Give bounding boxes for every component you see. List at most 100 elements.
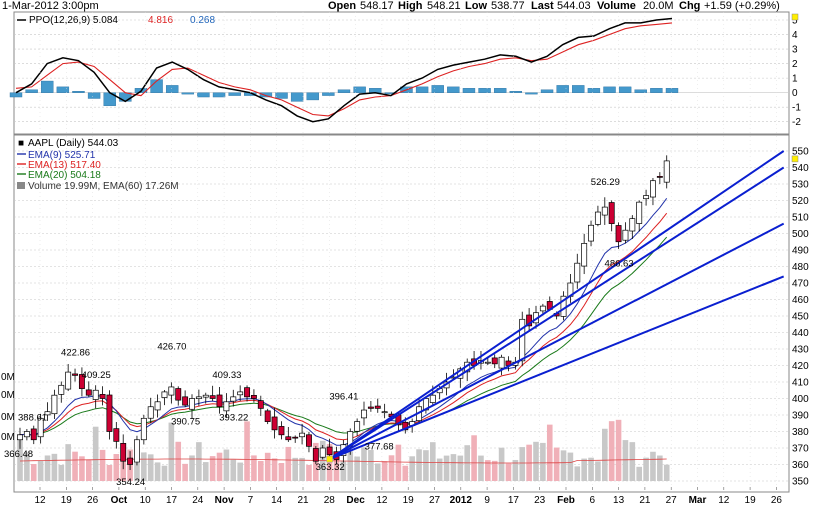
candle-body xyxy=(615,225,622,243)
ppo-y-tick: 1 xyxy=(792,74,798,85)
x-tick-label: 14 xyxy=(271,495,283,506)
x-tick-label: 17 xyxy=(166,495,178,506)
price-annotation: 422.86 xyxy=(61,348,90,359)
price-annotation: 388.61 xyxy=(18,412,47,423)
volume-bar xyxy=(381,461,388,481)
candle-body xyxy=(429,394,436,403)
volume-bar xyxy=(629,442,636,481)
candle-body xyxy=(608,202,615,224)
volume-bar xyxy=(478,455,484,481)
price-y-tick: 470 xyxy=(792,279,809,290)
volume-bar xyxy=(30,463,37,481)
candle-body xyxy=(285,436,292,441)
volume-bar xyxy=(553,447,560,481)
x-tick-label: 7 xyxy=(248,495,254,506)
volume-bar xyxy=(79,456,85,481)
ppo-histogram-bar xyxy=(259,92,273,98)
candle-body xyxy=(306,434,312,447)
volume-bar xyxy=(663,464,670,481)
volume-bar xyxy=(388,455,395,481)
candle-body xyxy=(113,428,120,442)
trend-fan-line xyxy=(329,166,785,460)
candle-body xyxy=(99,394,106,399)
volume-bar xyxy=(512,459,519,481)
x-tick-label: 27 xyxy=(429,495,441,506)
price-y-tick: 400 xyxy=(792,394,809,405)
ppo-histogram-bar xyxy=(290,92,304,102)
price-y-tick: 370 xyxy=(792,444,809,455)
volume-bar xyxy=(223,449,230,481)
volume-bar xyxy=(491,460,498,481)
candle-body xyxy=(539,305,546,312)
price-annotation: 363.32 xyxy=(316,462,345,473)
candle-body xyxy=(216,394,223,408)
x-tick-label: 23 xyxy=(534,495,546,506)
x-tick-label: 24 xyxy=(192,495,204,506)
price-annotation: 366.48 xyxy=(4,449,33,460)
volume-bar xyxy=(395,444,402,481)
volume-bar xyxy=(182,463,188,481)
candle-body xyxy=(601,206,608,216)
candle-body xyxy=(257,400,264,409)
volume-bar xyxy=(154,462,161,481)
open-label: Open xyxy=(328,0,356,12)
candle-body xyxy=(402,421,409,431)
candle-body xyxy=(58,384,65,395)
price-y-tick: 460 xyxy=(792,295,809,306)
quote-header: 1-Mar-2012 3:00pm Open 548.17 High 548.2… xyxy=(2,0,780,12)
x-tick-label: 17 xyxy=(508,495,520,506)
x-tick-label: 19 xyxy=(61,495,73,506)
volume-y-tick: 0M xyxy=(1,390,15,401)
volume-bar xyxy=(72,451,78,481)
ppo-y-tick: 2 xyxy=(792,59,798,70)
candle-body xyxy=(175,388,182,401)
volume-bar xyxy=(106,465,113,481)
trend-fan-line xyxy=(329,275,785,460)
volume-bar xyxy=(650,451,656,481)
price-annotation: 526.29 xyxy=(591,177,620,188)
x-tick-label: 12 xyxy=(376,495,388,506)
x-tick-label: Oct xyxy=(111,495,128,506)
volume-bar xyxy=(567,452,574,481)
volume-bar xyxy=(361,447,367,481)
price-y-axis: 350 360 370 380 390 400 410 420 430 440 450 460 470 4… xyxy=(792,147,809,488)
ppo-histogram-bar xyxy=(197,92,210,98)
x-tick-label: 21 xyxy=(639,495,651,506)
candle-body xyxy=(85,389,92,396)
price-legend-ema: EMA(13) 517.40 xyxy=(28,160,101,171)
candle-body xyxy=(92,389,99,400)
volume-bar xyxy=(196,442,202,481)
date-x-axis: 12 19 26 Oct 10 17 24 Nov 7 14 21 28 Dec 12 19 27 2012 9 1… xyxy=(34,495,782,506)
volume-y-axis: 0M 0M 0M 0M xyxy=(1,372,15,443)
price-y-tick: 530 xyxy=(792,180,809,191)
change-label: Chg xyxy=(679,0,700,12)
volume-bar xyxy=(258,460,264,481)
volume-bar xyxy=(299,457,305,481)
ppo-histogram-bar xyxy=(650,88,663,93)
last-label: Last xyxy=(531,0,554,12)
volume-bar xyxy=(237,462,243,481)
price-legend-ema: EMA(9) 525.71 xyxy=(28,150,96,161)
open-value: 548.17 xyxy=(360,0,394,12)
volume-bar xyxy=(347,451,354,481)
volume-bar xyxy=(430,442,436,481)
candle-body xyxy=(271,416,278,431)
volume-value: 20.0M xyxy=(643,0,674,12)
candle-body xyxy=(30,428,37,441)
volume-label: Volume xyxy=(597,0,636,12)
price-annotation: 390.75 xyxy=(171,417,200,428)
price-legend-ema: EMA(20) 504.18 xyxy=(28,170,101,181)
price-y-tick: 520 xyxy=(792,196,809,207)
price-y-tick: 490 xyxy=(792,246,809,257)
volume-bar xyxy=(602,428,608,481)
volume-legend: Volume 19.99M, EMA(60) 17.26M xyxy=(28,181,179,192)
ppo-lines xyxy=(15,17,673,123)
volume-bar xyxy=(251,455,257,481)
candle-body xyxy=(278,426,285,436)
ppo-histogram-bar xyxy=(634,89,647,93)
volume-bar xyxy=(546,424,553,481)
volume-bar xyxy=(278,463,285,481)
ppo-histogram-bar xyxy=(181,92,195,95)
candle-body xyxy=(120,442,127,462)
